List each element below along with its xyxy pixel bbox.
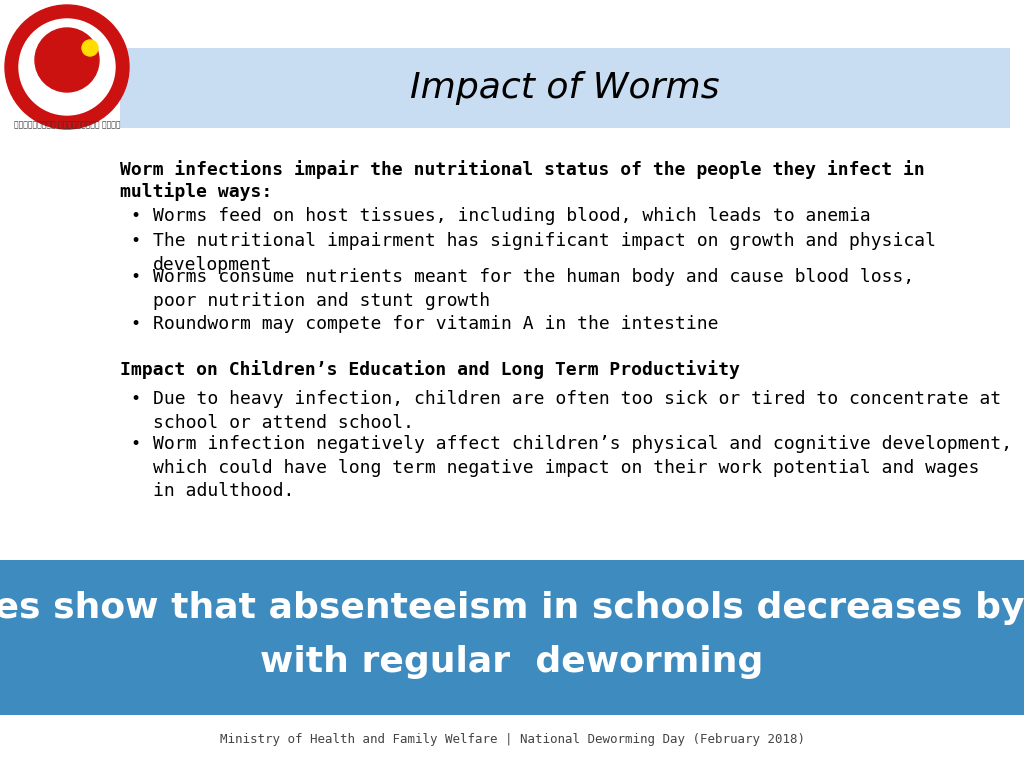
Text: Roundworm may compete for vitamin A in the intestine: Roundworm may compete for vitamin A in t… [153,315,719,333]
FancyBboxPatch shape [120,48,1010,128]
Text: Impact on Children’s Education and Long Term Productivity: Impact on Children’s Education and Long … [120,360,740,379]
Text: Worms consume nutrients meant for the human body and cause blood loss,
poor nutr: Worms consume nutrients meant for the hu… [153,268,914,310]
Text: राष्ट्रीय स्वास्थ्य मिशन: राष्ट्रीय स्वास्थ्य मिशन [13,120,120,129]
Text: •: • [130,207,140,225]
Text: •: • [130,315,140,333]
Text: •: • [130,435,140,453]
Text: Impact of Worms: Impact of Worms [411,71,720,105]
Text: multiple ways:: multiple ways: [120,182,272,201]
Text: with regular  deworming: with regular deworming [260,645,764,679]
Text: Worm infection negatively affect children’s physical and cognitive development,
: Worm infection negatively affect childre… [153,435,1012,500]
Text: Due to heavy infection, children are often too sick or tired to concentrate at
s: Due to heavy infection, children are oft… [153,390,1001,432]
Text: •: • [130,268,140,286]
Text: Ministry of Health and Family Welfare | National Deworming Day (February 2018): Ministry of Health and Family Welfare | … [219,733,805,746]
FancyBboxPatch shape [0,560,1024,715]
Text: The nutritional impairment has significant impact on growth and physical
develop: The nutritional impairment has significa… [153,232,936,273]
Text: •: • [130,390,140,408]
Circle shape [82,40,98,56]
Circle shape [35,28,99,92]
Text: Studies show that absenteeism in schools decreases by 25%,: Studies show that absenteeism in schools… [0,591,1024,625]
Circle shape [5,5,129,129]
Text: Worms feed on host tissues, including blood, which leads to anemia: Worms feed on host tissues, including bl… [153,207,870,225]
Text: •: • [130,232,140,250]
Text: Worm infections impair the nutritional status of the people they infect in: Worm infections impair the nutritional s… [120,160,925,179]
Circle shape [19,19,115,115]
